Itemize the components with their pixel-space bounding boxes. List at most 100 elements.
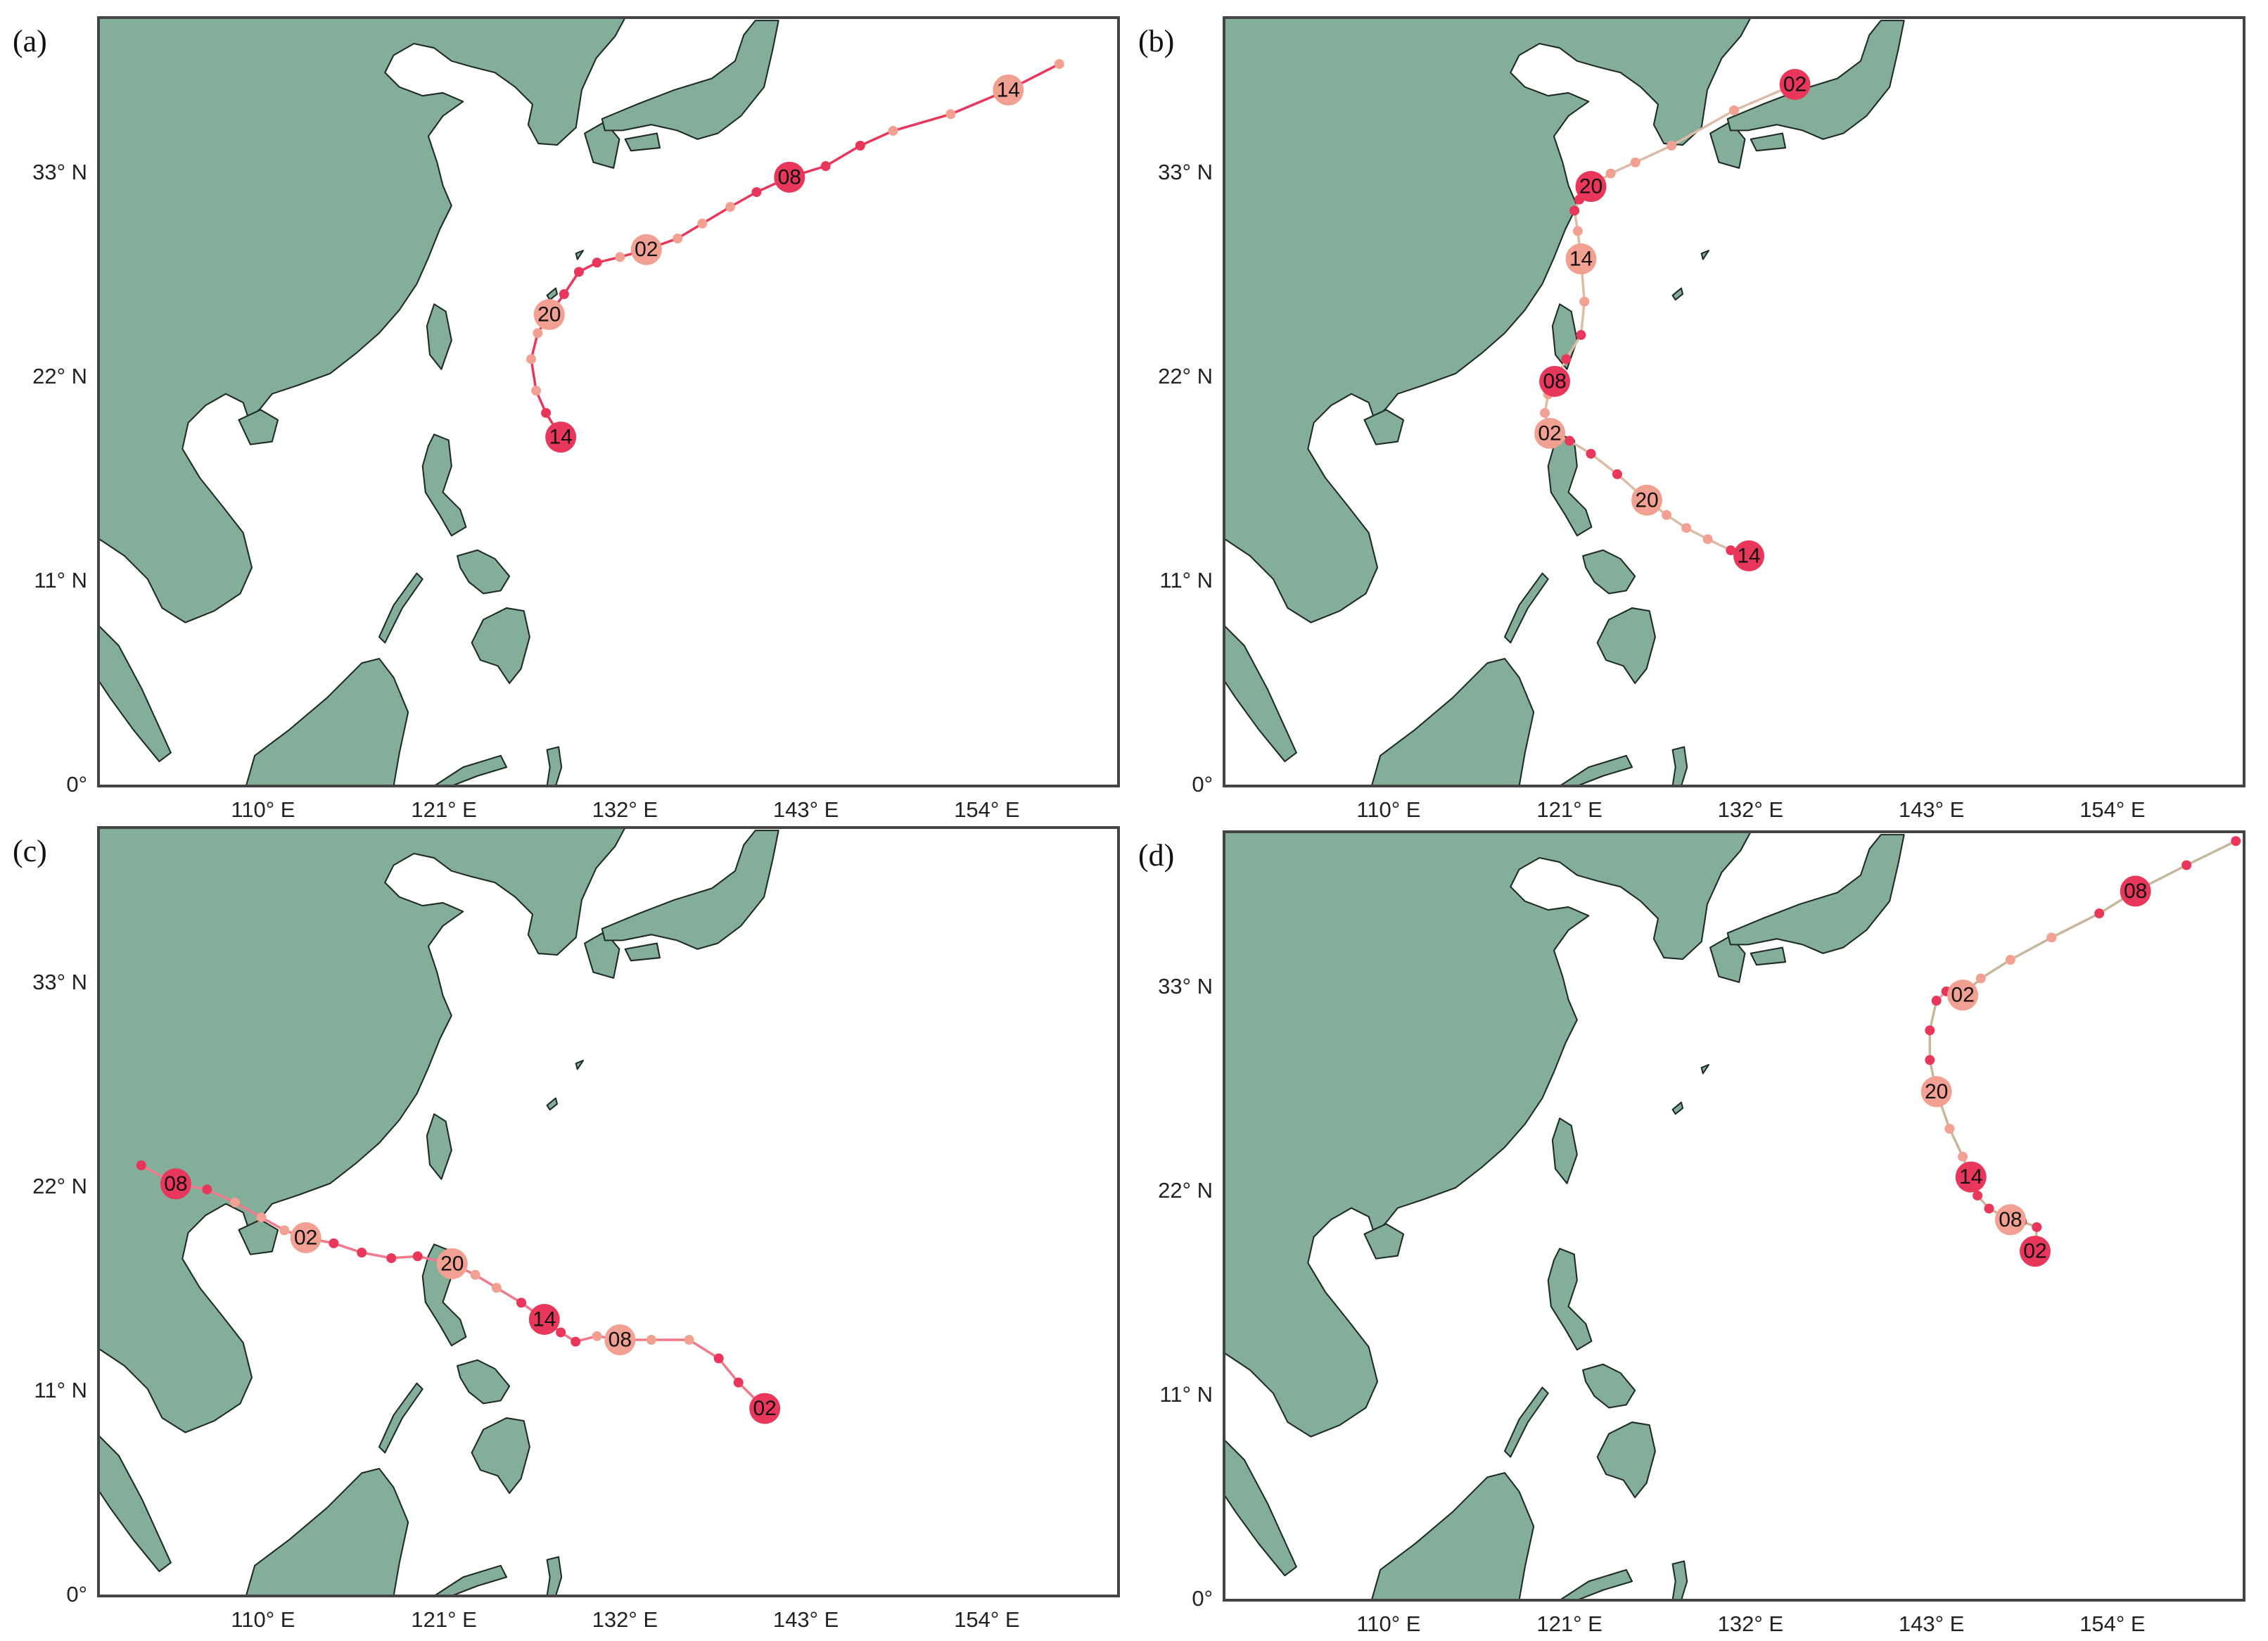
track-point xyxy=(1540,407,1550,418)
point-label: 02 xyxy=(1538,422,1561,445)
point-label: 20 xyxy=(537,303,561,327)
panel: 0° 11° N 22° N 33° N 110° E 121° E 132° E 143° … xyxy=(1138,16,2245,822)
labeled-point xyxy=(528,1303,560,1335)
track-point xyxy=(1975,973,1986,984)
y-tick-label: 0° xyxy=(1192,772,1213,797)
track-point xyxy=(491,1283,502,1293)
x-tick-label: 121° E xyxy=(411,797,476,822)
track-point xyxy=(1702,534,1713,545)
labeled-point xyxy=(774,161,805,193)
panel-label: (b) xyxy=(1138,24,1174,58)
track-point xyxy=(533,328,543,338)
point-label: 02 xyxy=(294,1226,317,1249)
y-tick-label: 22° N xyxy=(1158,1178,1213,1203)
track-point xyxy=(531,386,542,396)
track-point xyxy=(1984,1203,1994,1214)
point-label: 20 xyxy=(440,1252,464,1275)
labeled-point xyxy=(1539,365,1571,397)
track-point xyxy=(1729,105,1739,115)
track-point xyxy=(412,1251,423,1262)
labeled-point xyxy=(1779,68,1811,100)
y-tick-label: 22° N xyxy=(32,364,87,388)
track-point xyxy=(556,1327,566,1338)
track-point xyxy=(571,1336,581,1347)
x-tick-label: 121° E xyxy=(1536,797,1602,822)
labeled-point xyxy=(1994,1204,2026,1236)
panel: 0° 11° N 22° N 33° N 110° E 121° E 132° E 143° … xyxy=(13,16,1120,822)
track-point xyxy=(646,1335,656,1345)
point-label: 14 xyxy=(533,1307,556,1331)
track-point xyxy=(684,1335,694,1345)
labeled-point xyxy=(630,234,662,265)
track-point xyxy=(516,1298,527,1308)
panel: 0° 11° N 22° N 33° N 110° E 121° E 132° E 143° … xyxy=(1138,830,2245,1636)
x-tick-label: 132° E xyxy=(1718,797,1783,822)
y-tick-label: 33° N xyxy=(32,970,87,994)
point-label: 02 xyxy=(635,238,658,261)
track-point xyxy=(673,233,683,243)
x-tick-label: 121° E xyxy=(1536,1611,1602,1636)
y-tick-label: 11° N xyxy=(1159,1382,1213,1407)
track-point xyxy=(2181,860,2192,870)
track-point xyxy=(2032,1222,2042,1232)
track-point xyxy=(386,1253,397,1263)
x-tick-label: 121° E xyxy=(411,1607,476,1632)
panel-label: (c) xyxy=(13,834,47,868)
track-point xyxy=(573,267,584,277)
track-point xyxy=(855,141,865,151)
point-label: 14 xyxy=(997,78,1020,101)
labeled-point xyxy=(604,1324,636,1355)
point-label: 08 xyxy=(1543,369,1566,393)
panel-label: (a) xyxy=(13,24,47,58)
point-label: 08 xyxy=(2124,880,2147,903)
labeled-point xyxy=(1631,484,1663,516)
track-point xyxy=(751,186,762,197)
labeled-point xyxy=(749,1393,781,1424)
labeled-point xyxy=(1534,417,1566,449)
frame xyxy=(1223,830,2245,1602)
labeled-point xyxy=(993,74,1024,106)
track-line xyxy=(530,63,1060,438)
track-point xyxy=(1565,436,1575,446)
track-point xyxy=(713,1353,724,1364)
point-label: 02 xyxy=(753,1397,776,1420)
x-tick-label: 110° E xyxy=(1356,1611,1420,1636)
land xyxy=(98,18,779,786)
x-tick-label: 154° E xyxy=(954,797,1019,822)
y-tick-label: 11° N xyxy=(1159,568,1213,593)
land xyxy=(1224,18,1905,786)
x-tick-label: 143° E xyxy=(1899,1611,1964,1636)
track-point xyxy=(1561,354,1572,365)
y-tick-label: 22° N xyxy=(32,1174,87,1198)
track-point xyxy=(1662,509,1672,520)
point-label: 08 xyxy=(609,1329,632,1352)
track-point xyxy=(1681,523,1692,533)
track-point xyxy=(230,1197,241,1208)
track-point xyxy=(592,258,602,268)
x-tick-label: 143° E xyxy=(773,1607,839,1632)
point-label: 08 xyxy=(164,1172,187,1196)
track-point xyxy=(725,202,736,213)
track-point xyxy=(1726,545,1736,556)
y-tick-label: 22° N xyxy=(1158,364,1213,388)
track-point xyxy=(733,1377,744,1388)
x-tick-label: 110° E xyxy=(231,797,295,822)
track: 14 20 02 08 14 xyxy=(526,58,1064,453)
track-point xyxy=(2094,908,2105,919)
point-label: 14 xyxy=(1959,1165,1982,1189)
y-tick-label: 0° xyxy=(66,1582,87,1607)
land xyxy=(98,828,779,1596)
track: 02 08 14 20 02 08 xyxy=(136,1160,781,1424)
track-point xyxy=(1944,1124,1955,1134)
track-point xyxy=(1925,1055,1935,1065)
track-point xyxy=(1925,1025,1935,1036)
labeled-point xyxy=(1733,540,1765,571)
x-tick-label: 132° E xyxy=(592,797,658,822)
track-point xyxy=(470,1269,480,1280)
y-tick-label: 0° xyxy=(66,772,87,797)
labeled-point xyxy=(2019,1236,2051,1267)
track-point xyxy=(329,1238,339,1248)
track-point xyxy=(202,1184,212,1195)
